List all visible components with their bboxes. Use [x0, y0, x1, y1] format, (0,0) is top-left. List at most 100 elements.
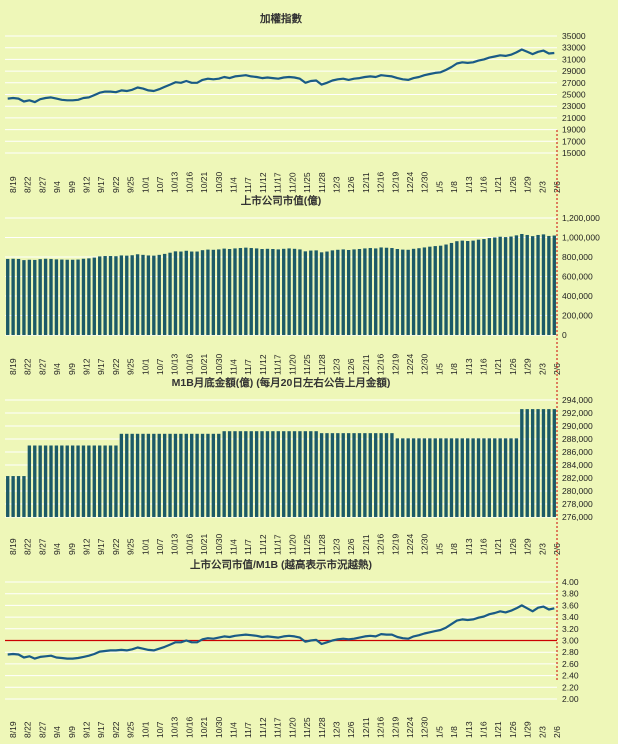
x-tick-label: 11/20: [287, 172, 297, 193]
bar: [206, 249, 210, 335]
bar: [352, 249, 356, 335]
bar: [135, 433, 140, 517]
bar: [249, 248, 253, 335]
bar: [487, 238, 492, 335]
chart-title: 加權指數: [259, 12, 302, 25]
bar: [119, 255, 124, 335]
x-tick-label: 10/30: [214, 533, 224, 555]
x-tick-label: 12/11: [361, 534, 371, 555]
bar: [374, 248, 378, 335]
bar: [406, 249, 410, 335]
bar: [217, 249, 221, 335]
x-tick-label: 11/17: [273, 172, 283, 193]
bar: [179, 433, 183, 517]
bar: [141, 254, 145, 335]
bar: [352, 433, 356, 517]
x-tick-label: 1/26: [508, 538, 518, 555]
bar: [330, 250, 335, 335]
bar: [43, 445, 48, 517]
bar: [503, 237, 508, 335]
x-tick-label: 12/11: [361, 354, 371, 375]
bar: [114, 256, 118, 335]
bar: [314, 250, 318, 335]
x-tick-label: 2/3: [537, 181, 547, 193]
x-tick-label: 9/17: [96, 176, 106, 193]
bar: [92, 257, 96, 335]
y-tick-label: 25000: [562, 90, 586, 100]
bar: [547, 409, 551, 517]
y-tick-label: 2.00: [562, 694, 579, 704]
x-tick-label: 10/7: [155, 721, 165, 738]
y-tick-label: 29000: [562, 66, 586, 76]
bar: [444, 244, 448, 335]
bar: [536, 234, 540, 335]
bar: [22, 260, 26, 335]
y-tick-label: 292,000: [562, 408, 593, 418]
x-tick-label: 9/9: [67, 726, 77, 738]
bar: [346, 433, 351, 517]
x-tick-label: 1/16: [478, 721, 488, 738]
series-line: [7, 48, 555, 104]
x-tick-label: 10/21: [199, 716, 209, 738]
x-tick-label: 9/12: [82, 538, 92, 555]
bar: [514, 438, 519, 517]
bar: [341, 433, 345, 517]
bar: [530, 409, 535, 517]
chart-panel-4: 上市公司市值/M1B (越高表示市況越熱) 4.00 3.803.60 3.40 3.2…: [5, 558, 579, 738]
x-tick-label: 11/25: [302, 354, 312, 375]
bar: [292, 431, 297, 517]
x-tick-label: 8/19: [8, 538, 18, 555]
bar: [309, 431, 313, 517]
bar: [43, 258, 48, 335]
bar: [282, 248, 286, 335]
bar: [206, 433, 210, 517]
bar: [287, 431, 291, 517]
bar: [357, 249, 362, 335]
x-tick-label: 1/8: [449, 363, 459, 375]
y-tick-label: 17000: [562, 136, 586, 146]
bar: [428, 438, 432, 517]
bar: [70, 259, 75, 335]
bar: [379, 247, 383, 335]
y-tick-label: 276,000: [562, 512, 593, 522]
x-tick-label: 1/13: [464, 176, 474, 193]
bar: [547, 235, 551, 335]
x-tick-label: 11/12: [258, 172, 268, 193]
x-tick-label: 9/22: [111, 176, 121, 193]
bar: [541, 409, 546, 517]
x-tick-label: 11/28: [317, 172, 327, 193]
x-tick-label: 8/22: [23, 721, 33, 738]
bar: [162, 433, 167, 517]
bar: [336, 433, 340, 517]
x-tick-label: 11/7: [243, 177, 253, 193]
chart-panel-3: M1B月底金額(億) (每月20日左右公告上月金額) 294,000 292,000…: [5, 376, 593, 555]
bar: [401, 438, 405, 517]
bar: [411, 248, 416, 335]
y-tick-label: 3.00: [562, 636, 579, 646]
bar: [222, 431, 226, 517]
bar: [449, 242, 454, 335]
y-tick-label: 21000: [562, 113, 586, 123]
x-tick-label: 11/4: [229, 359, 239, 375]
x-tick-label: 8/19: [8, 721, 18, 738]
x-tick-label: 9/17: [96, 358, 106, 375]
bar: [195, 251, 199, 335]
y-tick-label: 2.60: [562, 659, 579, 669]
x-tick-label: 1/8: [449, 726, 459, 738]
bar: [157, 254, 161, 335]
y-tick-label: 2.20: [562, 682, 579, 692]
bar: [38, 445, 42, 517]
x-tick-label: 8/19: [8, 358, 18, 375]
x-tick-label: 1/29: [523, 538, 533, 555]
bar: [422, 438, 427, 517]
x-tick-label: 12/11: [361, 172, 371, 193]
x-tick-label: 11/20: [287, 717, 297, 738]
bar: [152, 255, 156, 335]
x-tick-label: 9/12: [82, 358, 92, 375]
bar: [81, 445, 86, 517]
bar: [498, 236, 502, 335]
bar: [92, 445, 96, 517]
bar: [428, 246, 432, 335]
x-tick-label: 12/19: [390, 171, 400, 193]
